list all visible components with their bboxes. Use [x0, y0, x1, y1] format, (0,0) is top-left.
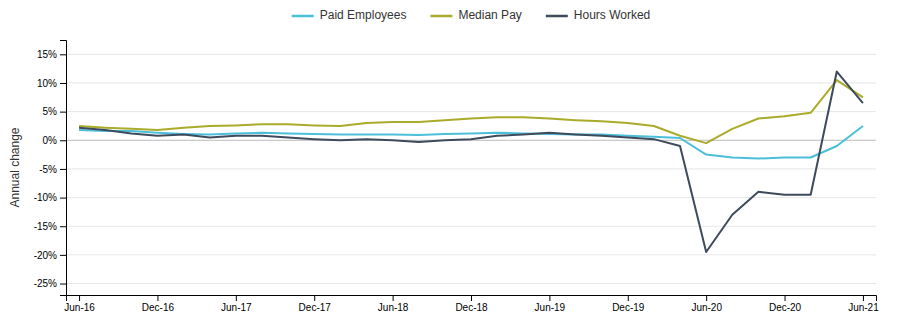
- legend-swatch: [546, 15, 568, 18]
- y-tick-mark: [60, 284, 66, 285]
- x-tick-label: Jun-17: [221, 302, 252, 313]
- y-tick-label: 0%: [43, 135, 58, 146]
- y-tick-label: -15%: [34, 221, 57, 232]
- y-tick-mark: [60, 198, 66, 199]
- x-tick: Dec-16: [142, 295, 175, 313]
- y-axis: -25% -20% -15% -10% -5% 0% 5% 10% 15%: [34, 41, 67, 296]
- grid-line: [66, 226, 876, 227]
- y-tick: -15%: [34, 221, 66, 232]
- y-tick-mark: [60, 83, 66, 84]
- x-tick: Jun-19: [535, 295, 566, 313]
- series-line: [79, 80, 863, 143]
- chart-svg: -25% -20% -15% -10% -5% 0% 5% 10% 15% Jun-16 Dec-1…: [0, 0, 900, 325]
- y-tick-mark: [60, 169, 66, 170]
- grid-line: [66, 254, 876, 255]
- x-tick: Dec-20: [769, 295, 802, 313]
- grid-line: [66, 54, 876, 55]
- plot-area: -25% -20% -15% -10% -5% 0% 5% 10% 15% Jun-16 Dec-1…: [34, 41, 880, 314]
- x-axis: Jun-16 Dec-16 Jun-17 Dec-17 Jun-18 Dec-18 Jun-…: [64, 295, 879, 313]
- x-tick: Dec-18: [455, 295, 488, 313]
- x-tick-label: Dec-17: [299, 302, 332, 313]
- legend-label: Paid Employees: [320, 8, 407, 22]
- x-tick-label: Jun-20: [691, 302, 722, 313]
- x-tick-label: Jun-18: [378, 302, 409, 313]
- y-tick: 5%: [43, 106, 66, 117]
- x-tick: Dec-17: [299, 295, 332, 313]
- series-line: [79, 126, 863, 159]
- y-tick-mark: [60, 226, 66, 227]
- y-tick-mark: [60, 255, 66, 256]
- y-tick: 15%: [37, 49, 66, 60]
- legend-swatch: [292, 15, 314, 18]
- x-tick-mark: [785, 295, 786, 301]
- y-tick-label: 10%: [37, 78, 57, 89]
- y-tick-label: -10%: [34, 192, 57, 203]
- grid-line: [66, 283, 876, 284]
- y-tick-label: -5%: [39, 164, 57, 175]
- x-tick-mark: [236, 295, 237, 301]
- x-tick-label: Dec-16: [142, 302, 175, 313]
- y-tick: -5%: [39, 164, 66, 175]
- x-tick-mark: [628, 295, 629, 301]
- grid: [66, 54, 876, 283]
- legend-item: Hours Worked: [546, 8, 650, 22]
- chart-container: -25% -20% -15% -10% -5% 0% 5% 10% 15% Jun-16 Dec-1…: [0, 0, 900, 325]
- legend-item: Paid Employees: [292, 8, 407, 22]
- legend-item: Median Pay: [430, 8, 521, 22]
- y-tick-mark: [60, 140, 66, 141]
- grid-line: [66, 168, 876, 169]
- lines: [79, 72, 863, 253]
- y-tick: -25%: [34, 278, 66, 289]
- y-tick-mark: [60, 112, 66, 113]
- x-tick-mark: [393, 295, 394, 301]
- y-tick-mark: [60, 54, 66, 55]
- x-tick-label: Dec-20: [769, 302, 802, 313]
- legend-swatch: [430, 15, 452, 18]
- x-axis-line: [67, 296, 877, 302]
- x-tick-mark: [706, 295, 707, 301]
- x-tick: Jun-16: [64, 295, 95, 313]
- x-tick: Jun-20: [691, 295, 722, 313]
- x-tick-mark: [314, 295, 315, 301]
- x-tick-mark: [79, 295, 80, 301]
- y-tick-label: -20%: [34, 250, 57, 261]
- grid-line: [66, 82, 876, 83]
- x-tick-label: Jun-19: [535, 302, 566, 313]
- y-tick: -10%: [34, 192, 66, 203]
- grid-line: [66, 111, 876, 112]
- x-tick-label: Jun-21: [848, 302, 879, 313]
- legend: Paid Employees Median Pay Hours Worked: [292, 8, 651, 22]
- x-tick-mark: [863, 295, 864, 301]
- y-tick-label: 15%: [37, 49, 57, 60]
- x-tick-label: Jun-16: [64, 302, 95, 313]
- x-tick: Dec-19: [612, 295, 645, 313]
- x-tick-mark: [157, 295, 158, 301]
- series-line: [79, 72, 863, 253]
- legend-label: Median Pay: [458, 8, 521, 22]
- y-tick: 0%: [43, 135, 66, 146]
- y-tick-label: 5%: [43, 106, 58, 117]
- legend-label: Hours Worked: [574, 8, 650, 22]
- y-axis-line: [60, 41, 67, 296]
- x-tick-mark: [471, 295, 472, 301]
- x-tick: Jun-17: [221, 295, 252, 313]
- x-tick-label: Dec-18: [455, 302, 488, 313]
- x-tick-mark: [549, 295, 550, 301]
- y-tick-label: -25%: [34, 278, 57, 289]
- x-tick: Jun-18: [378, 295, 409, 313]
- y-tick: 10%: [37, 78, 66, 89]
- y-tick: -20%: [34, 250, 66, 261]
- y-axis-title: Annual change: [8, 127, 22, 207]
- x-tick-label: Dec-19: [612, 302, 645, 313]
- grid-line: [66, 197, 876, 198]
- x-tick: Jun-21: [848, 295, 879, 313]
